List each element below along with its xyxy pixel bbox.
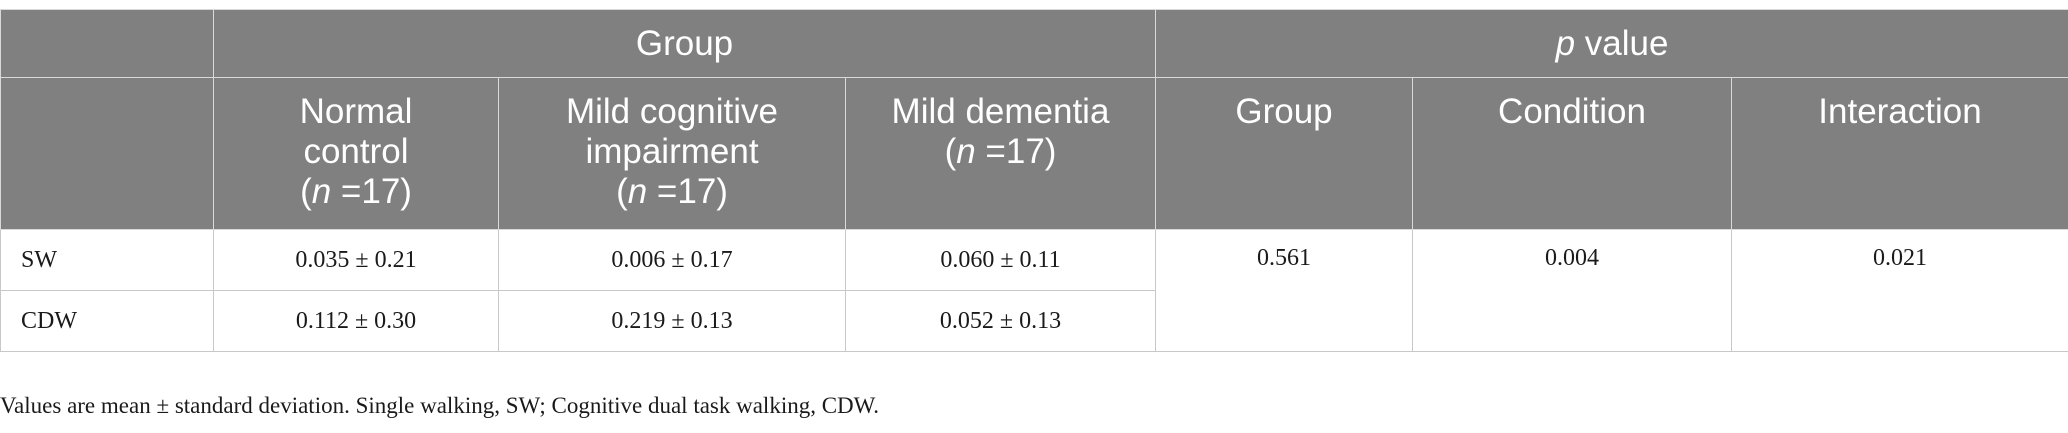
table-row-sw: SW 0.035 ± 0.21 0.006 ± 0.17 0.060 ± 0.1… — [0, 229, 2068, 352]
header-mci: Mild cognitive impairment (n =17) — [498, 77, 846, 230]
header-pvalue-group: Group — [1155, 77, 1413, 230]
header-empty-corner — [0, 9, 214, 78]
cell-sw-normal-control: 0.035 ± 0.21 — [213, 229, 499, 291]
header-normal-control-line2: control — [303, 132, 409, 171]
header-pvalue-p: p — [1555, 23, 1576, 63]
header-row-sub: Normal control (n =17) Mild cognitive im… — [0, 77, 2068, 230]
header-group-label: Group — [635, 23, 734, 63]
header-row-top: Group p value — [0, 9, 2068, 78]
header-normal-control-n: n — [311, 172, 332, 211]
header-mild-dementia: Mild dementia (n =17) — [845, 77, 1156, 230]
cell-sw-mild-dementia: 0.060 ± 0.11 — [845, 229, 1156, 291]
row-label-cdw: CDW — [0, 290, 214, 352]
header-normal-control-line1: Normal — [299, 92, 413, 131]
header-empty-corner-sub — [0, 77, 214, 230]
header-mci-line2: impairment — [585, 132, 759, 171]
header-mild-dementia-n-value: =17) — [975, 132, 1057, 171]
cell-pvalue-condition: 0.004 — [1412, 229, 1732, 352]
header-mild-dementia-n-open: ( — [944, 132, 957, 171]
table-header: Group p value Normal control (n =17) Mil… — [0, 9, 2068, 230]
row-label-sw: SW — [0, 229, 214, 291]
header-mci-n-value: =17) — [647, 172, 728, 211]
results-table: Group p value Normal control (n =17) Mil… — [0, 9, 2068, 352]
table-row-cdw: CDW 0.112 ± 0.30 0.219 ± 0.13 0.052 ± 0.… — [0, 290, 2068, 352]
header-mci-n-open: ( — [616, 172, 628, 211]
header-pvalue-interaction: Interaction — [1730, 77, 2068, 230]
header-pvalue-rest: value — [1575, 23, 1669, 63]
cell-cdw-mci: 0.219 ± 0.13 — [498, 290, 846, 352]
results-table-container: Group p value Normal control (n =17) Mil… — [0, 9, 2068, 352]
header-normal-control-n-open: ( — [300, 172, 312, 211]
table-footnote: Values are mean ± standard deviation. Si… — [0, 393, 880, 418]
header-normal-control: Normal control (n =17) — [213, 77, 499, 230]
table-body: SW 0.035 ± 0.21 0.006 ± 0.17 0.060 ± 0.1… — [0, 229, 2068, 352]
header-group: Group — [213, 9, 1156, 78]
cell-sw-mci: 0.006 ± 0.17 — [498, 229, 846, 291]
header-mci-line1: Mild cognitive — [565, 92, 779, 131]
header-pvalue-condition: Condition — [1412, 77, 1732, 230]
header-mild-dementia-n: n — [956, 132, 976, 171]
cell-cdw-normal-control: 0.112 ± 0.30 — [213, 290, 499, 352]
cell-pvalue-group: 0.561 — [1155, 229, 1413, 352]
header-pvalue: p value — [1154, 9, 2068, 78]
cell-pvalue-interaction: 0.021 — [1730, 229, 2068, 352]
header-normal-control-n-value: =17) — [331, 172, 412, 211]
cell-cdw-mild-dementia: 0.052 ± 0.13 — [845, 290, 1156, 352]
header-mild-dementia-line1: Mild dementia — [891, 92, 1110, 131]
header-mci-n: n — [627, 172, 648, 211]
